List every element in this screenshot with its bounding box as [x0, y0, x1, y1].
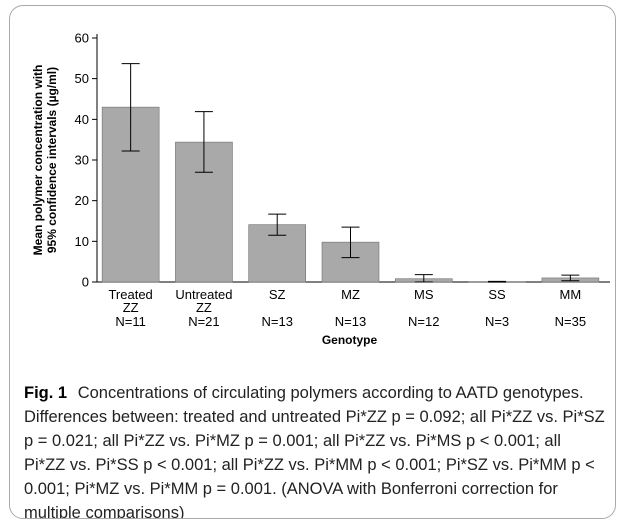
x-tick-label: SZ [269, 287, 286, 302]
x-tick-sample-size: N=13 [335, 314, 366, 329]
x-tick-label: MS [414, 287, 434, 302]
x-tick-label: Untreated [175, 287, 232, 302]
y-tick-label: 10 [75, 234, 89, 249]
y-axis-title-line1: Mean polymer concentration with [31, 65, 45, 256]
y-tick-label: 20 [75, 193, 89, 208]
x-tick-label-line2: ZZ [123, 300, 139, 315]
y-tick-label: 50 [75, 71, 89, 86]
x-tick-sample-size: N=12 [408, 314, 439, 329]
bar-chart: 0 10 20 30 40 50 60 Mean polymer concentration … [10, 6, 615, 376]
x-tick-sample-size: N=35 [555, 314, 586, 329]
figure-caption: Fig. 1 Concentrations of circulating pol… [24, 381, 606, 519]
x-tick-sample-size: N=13 [261, 314, 292, 329]
y-tick-label: 30 [75, 153, 89, 168]
x-tick-label: MZ [341, 287, 360, 302]
x-tick-sample-size: N=11 [115, 314, 145, 329]
x-tick-label: SS [488, 287, 506, 302]
x-tick-label: MM [560, 287, 582, 302]
y-tick-label: 0 [82, 275, 89, 290]
y-axis-title-line2: 95% confidence intervals (µg/ml) [45, 67, 59, 253]
chart-svg: 0 10 20 30 40 50 60 Mean polymer concentration … [31, 31, 610, 347]
y-tick-label: 60 [75, 31, 89, 46]
figure-card: 0 10 20 30 40 50 60 Mean polymer concentration … [9, 5, 616, 519]
x-axis-title: Genotype [322, 333, 378, 347]
y-tick-label: 40 [75, 112, 89, 127]
x-tick-label-line2: ZZ [196, 300, 212, 315]
figure-caption-text: Concentrations of circulating polymers a… [24, 384, 605, 519]
x-tick-sample-size: N=21 [188, 314, 219, 329]
figure-label: Fig. 1 [24, 384, 68, 402]
x-tick-sample-size: N=3 [485, 314, 509, 329]
x-tick-label: Treated [108, 287, 152, 302]
